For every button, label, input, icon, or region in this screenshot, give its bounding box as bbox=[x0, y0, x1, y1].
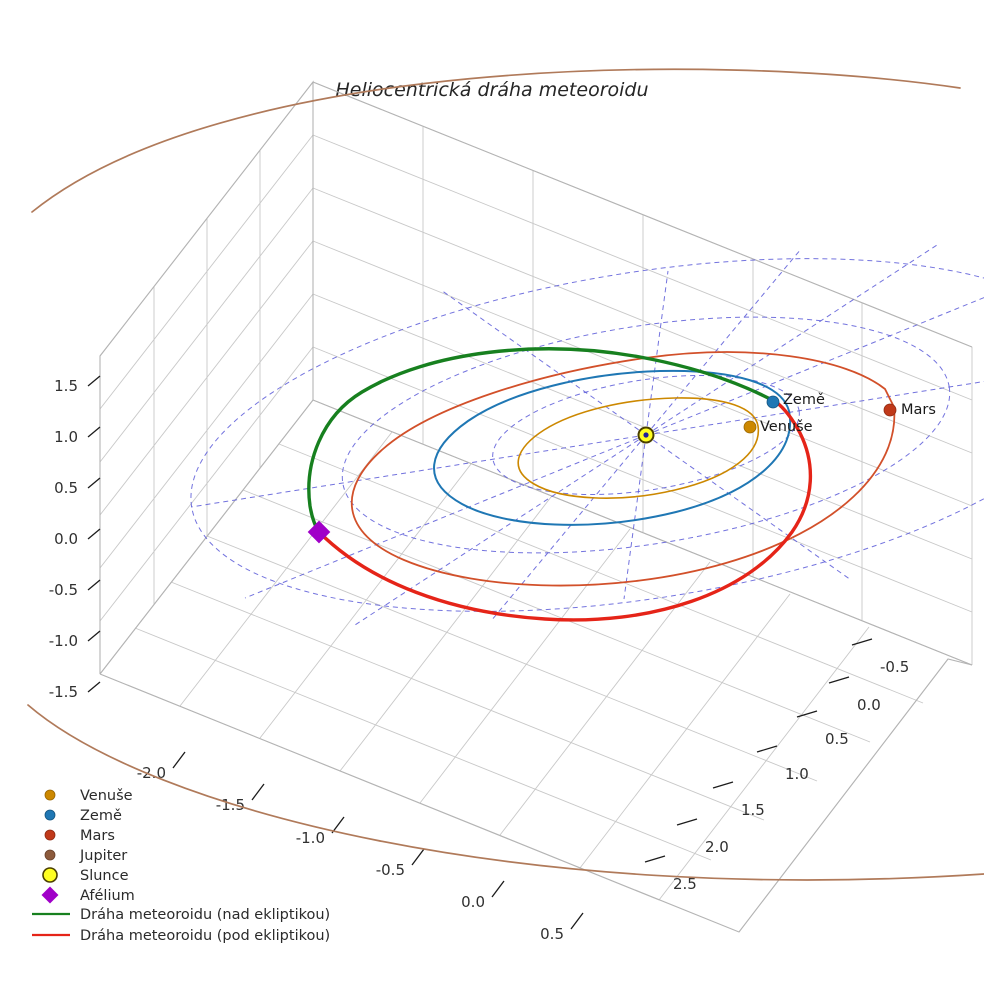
orbit-mars bbox=[350, 351, 896, 587]
pane-edges bbox=[99, 80, 973, 933]
legend-label-jupiter: Jupiter bbox=[79, 848, 127, 864]
sun-marker bbox=[637, 426, 655, 444]
legend-item-drahapod[interactable]: Dráha meteoroidu (pod ekliptikou) bbox=[32, 928, 330, 944]
legend-label-sun: Slunce bbox=[80, 868, 129, 884]
legend-item-slunce[interactable]: Slunce bbox=[42, 867, 129, 884]
orbit-earth bbox=[433, 369, 792, 526]
legend-marker-jupiter-icon bbox=[44, 849, 56, 861]
orbit-jupiter-lower bbox=[27, 704, 984, 881]
legend-marker-mars-icon bbox=[44, 829, 56, 841]
legend-label-mars: Mars bbox=[80, 828, 115, 844]
venus-label: Venuše bbox=[760, 419, 813, 435]
legend-item-jupiter[interactable]: Jupiter bbox=[44, 848, 127, 864]
meteoroid-orbit bbox=[307, 347, 813, 622]
legend-item-zeme[interactable]: Země bbox=[44, 808, 122, 824]
legend-label-aphelion: Afélium bbox=[80, 888, 135, 904]
left-axis-ticks bbox=[87, 375, 101, 693]
body-markers: Mars Země Venuše bbox=[307, 392, 936, 544]
left-axis: 1.5 1.0 0.5 0.0 -0.5 -1.0 -1.5 bbox=[49, 375, 101, 701]
bottom-left-axis-ticks bbox=[172, 751, 584, 930]
bottom-right-axis-tick-label: -0.5 bbox=[880, 658, 909, 676]
bottom-left-axis-tick-label: 0.0 bbox=[461, 893, 485, 911]
bottom-right-axis-tick-label: 0.5 bbox=[825, 730, 849, 748]
legend-marker-sun-icon bbox=[42, 867, 58, 883]
legend-marker-aphelion-icon bbox=[41, 886, 59, 904]
polar-spokes bbox=[190, 244, 984, 626]
legend-label-venus: Venuše bbox=[80, 788, 133, 804]
legend-label-above-ecliptic: Dráha meteoroidu (nad ekliptikou) bbox=[80, 907, 330, 923]
legend-marker-venus-icon bbox=[44, 789, 56, 801]
mars-marker bbox=[883, 403, 897, 417]
left-axis-tick-label: -0.5 bbox=[49, 581, 78, 599]
meteoroid-path-above-ecliptic bbox=[307, 347, 778, 534]
polar-ring-outer bbox=[190, 258, 984, 612]
left-axis-tick-label: 1.0 bbox=[54, 428, 78, 446]
legend-label-below-ecliptic: Dráha meteoroidu (pod ekliptikou) bbox=[80, 928, 330, 944]
legend-label-earth: Země bbox=[80, 808, 122, 824]
legend-item-drahanad[interactable]: Dráha meteoroidu (nad ekliptikou) bbox=[32, 907, 330, 923]
venus-marker bbox=[743, 420, 757, 434]
left-axis-tick-label: 0.0 bbox=[54, 530, 78, 548]
axes3d-panes bbox=[99, 80, 973, 933]
planet-orbits bbox=[27, 68, 984, 881]
bottom-left-axis: -2.0 -1.5 -1.0 -0.5 0.0 0.5 bbox=[137, 751, 584, 943]
orbit-venus bbox=[517, 397, 760, 499]
legend: Venuše Země Mars Jupiter Slunce Afélium bbox=[32, 788, 330, 944]
bottom-left-axis-tick-label: -1.5 bbox=[216, 796, 245, 814]
legend-item-venuse[interactable]: Venuše bbox=[44, 788, 133, 804]
legend-marker-earth-icon bbox=[44, 809, 56, 821]
left-axis-tick-label: -1.0 bbox=[49, 632, 78, 650]
bottom-left-axis-tick-label: -1.0 bbox=[296, 829, 325, 847]
aphelion-marker bbox=[307, 520, 331, 544]
earth-marker bbox=[766, 395, 780, 409]
orbit-jupiter bbox=[31, 68, 961, 213]
bottom-right-axis: -0.5 0.0 0.5 1.0 1.5 2.0 2.5 bbox=[644, 638, 909, 893]
ecliptic-polar-grid bbox=[190, 244, 984, 626]
left-axis-tick-label: 1.5 bbox=[54, 377, 78, 395]
page-title: Heliocentrická dráha meteoroidu bbox=[335, 79, 648, 101]
mars-label: Mars bbox=[901, 402, 936, 418]
meteoroid-path-below-ecliptic bbox=[317, 400, 813, 622]
bottom-right-axis-tick-label: 2.0 bbox=[705, 838, 729, 856]
left-axis-tick-label: 0.5 bbox=[54, 479, 78, 497]
left-axis-tick-label: -1.5 bbox=[49, 683, 78, 701]
bottom-right-axis-tick-label: 0.0 bbox=[857, 696, 881, 714]
bottom-right-axis-ticks bbox=[644, 638, 873, 863]
bottom-right-axis-tick-label: 1.0 bbox=[785, 765, 809, 783]
legend-item-afelium[interactable]: Afélium bbox=[41, 886, 135, 904]
bottom-right-axis-tick-label: 1.5 bbox=[741, 801, 765, 819]
legend-item-mars[interactable]: Mars bbox=[44, 828, 115, 844]
earth-label: Země bbox=[783, 392, 825, 408]
bottom-left-axis-tick-label: 0.5 bbox=[540, 925, 564, 943]
bottom-left-axis-tick-label: -0.5 bbox=[376, 861, 405, 879]
bottom-right-axis-tick-label: 2.5 bbox=[673, 875, 697, 893]
